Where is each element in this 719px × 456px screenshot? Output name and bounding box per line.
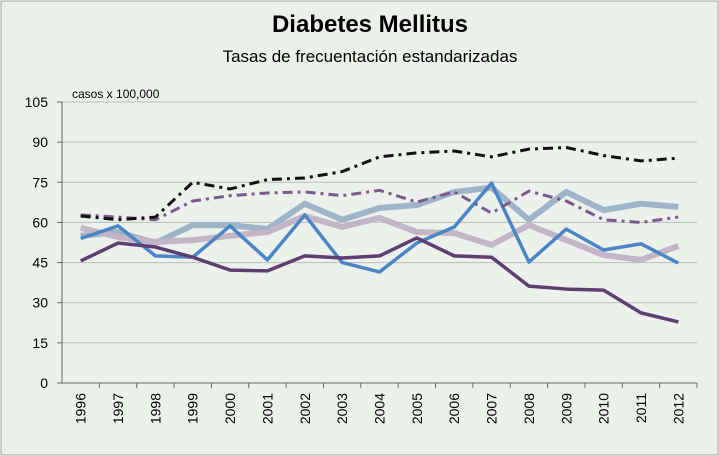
- y-tick-label: 75: [32, 174, 48, 190]
- x-tick-label: 2001: [259, 393, 275, 424]
- y-tick-label: 30: [32, 295, 48, 311]
- x-tick-label: 1996: [73, 393, 89, 424]
- x-tick-label: 2012: [670, 393, 686, 424]
- series-line: [80, 184, 679, 247]
- x-tick-label: 2006: [446, 393, 462, 424]
- series-line: [79, 213, 680, 263]
- x-tick-label: 2000: [222, 393, 238, 424]
- y-tick-label: 0: [40, 375, 48, 391]
- x-tick-label: 2005: [409, 393, 425, 424]
- chart-title: Diabetes Mellitus: [272, 11, 468, 38]
- x-tick-label: 2009: [558, 393, 574, 424]
- x-tick-label: 1998: [147, 393, 163, 424]
- x-tick-label: 2003: [334, 393, 350, 424]
- x-tick-label: 1999: [185, 393, 201, 424]
- y-tick-label: 105: [25, 94, 49, 110]
- series-line: [79, 236, 679, 324]
- x-tick-label: 2002: [297, 393, 313, 424]
- series-line: [80, 188, 679, 224]
- x-tick-label: 2004: [372, 393, 388, 424]
- x-tick-label: 2011: [633, 393, 649, 423]
- series-line: [80, 145, 679, 222]
- y-tick-label: 60: [32, 214, 48, 230]
- x-tick-label: 2010: [596, 393, 612, 424]
- y-tick-label: 45: [32, 255, 48, 271]
- x-tick-label: 2008: [521, 393, 537, 424]
- y-tick-label: 15: [32, 335, 48, 351]
- y-axis-label: casos x 100,000: [72, 87, 160, 101]
- series-line: [80, 181, 680, 274]
- x-tick-label: 1997: [110, 393, 126, 424]
- x-tick-label: 2007: [484, 393, 500, 424]
- chart-subtitle: Tasas de frecuentación estandarizadas: [223, 47, 518, 66]
- y-tick-label: 90: [32, 134, 48, 150]
